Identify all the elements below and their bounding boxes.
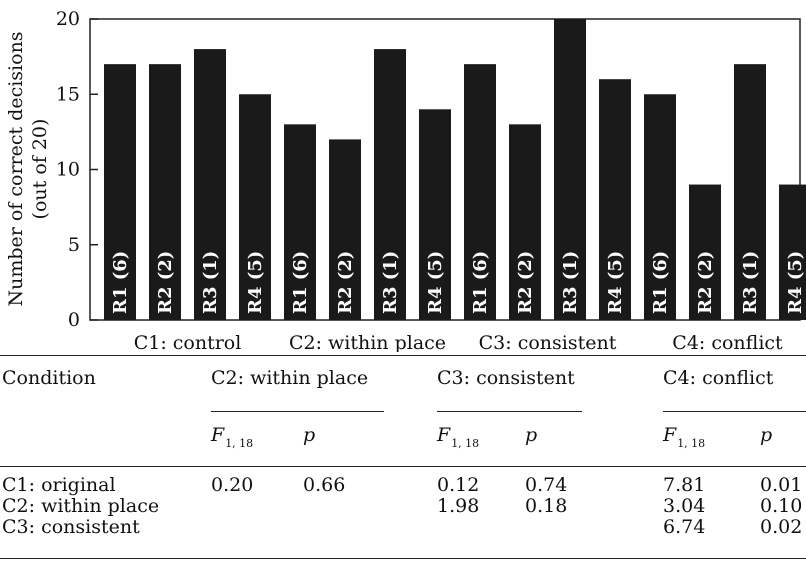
bar-label: R1 (6) bbox=[470, 251, 491, 314]
table-bottom-rule bbox=[0, 558, 806, 559]
y-axis-label-line1: Number of correct decisions bbox=[5, 31, 27, 306]
bar: R1 (6) bbox=[464, 64, 496, 321]
group-label: C1: control bbox=[134, 332, 242, 352]
c4-f-value: 7.81 bbox=[663, 474, 706, 496]
c4-p-value: 0.01 bbox=[760, 474, 803, 496]
bar: R4 (5) bbox=[419, 109, 451, 320]
bar-chart: Number of correct decisions (out of 20) … bbox=[5, 8, 806, 352]
c2-p-value: 0.66 bbox=[303, 474, 346, 496]
group-rule-c4 bbox=[663, 411, 806, 412]
bar-label: R3 (1) bbox=[740, 251, 761, 314]
bar: R2 (2) bbox=[689, 184, 721, 320]
y-tick-label: 15 bbox=[56, 83, 80, 105]
bar: R2 (2) bbox=[329, 139, 361, 320]
bars: R1 (6) R2 (2) R3 (1) R4 (5) R1 (6) R2 (2) R3 (… bbox=[104, 19, 806, 321]
bar-label: R2 (2) bbox=[335, 251, 356, 314]
c4-f-value: 6.74 bbox=[663, 516, 706, 538]
c3-p-value: 0.74 bbox=[525, 474, 568, 496]
row-label: C2: within place bbox=[2, 495, 160, 517]
y-tick-label: 20 bbox=[56, 8, 80, 30]
bar-label: R1 (6) bbox=[110, 251, 131, 314]
bar: R4 (5) bbox=[779, 184, 806, 320]
bar-label: R3 (1) bbox=[380, 251, 401, 314]
bar-label: R4 (5) bbox=[245, 251, 266, 314]
bar-label: R4 (5) bbox=[785, 251, 806, 314]
bar: R4 (5) bbox=[239, 94, 271, 320]
bar-rect bbox=[419, 109, 451, 320]
bar-label: R1 (6) bbox=[290, 251, 311, 314]
group-rule-c2 bbox=[211, 411, 384, 412]
bar-rect bbox=[599, 79, 631, 320]
bar-rect bbox=[239, 94, 271, 320]
c4-p-value: 0.02 bbox=[760, 516, 803, 538]
y-axis-label: Number of correct decisions (out of 20) bbox=[5, 31, 51, 306]
bar-rect bbox=[779, 184, 806, 320]
bar-label: R3 (1) bbox=[560, 251, 581, 314]
y-tick-label: 5 bbox=[68, 234, 80, 256]
bar-rect bbox=[194, 49, 226, 320]
f-header-c4: F1, 18 bbox=[663, 424, 706, 450]
c3-f-value: 1.98 bbox=[437, 495, 480, 517]
bar: R2 (2) bbox=[149, 64, 181, 321]
c2-f-value: 0.20 bbox=[211, 474, 254, 496]
group-header-c2: C2: within place bbox=[211, 367, 369, 389]
row-label: C3: consistent bbox=[2, 516, 140, 538]
y-axis-label-line2: (out of 20) bbox=[29, 119, 51, 220]
bar-rect bbox=[149, 64, 181, 321]
table-header-rule bbox=[0, 466, 806, 467]
bar-rect bbox=[464, 64, 496, 321]
bar: R3 (1) bbox=[374, 49, 406, 320]
bar-rect bbox=[104, 64, 136, 321]
bar: R2 (2) bbox=[509, 124, 541, 320]
group-label: C3: consistent bbox=[479, 332, 617, 352]
y-tick-label: 10 bbox=[56, 159, 80, 181]
bar-rect bbox=[734, 64, 766, 321]
bar: R1 (6) bbox=[104, 64, 136, 321]
bar-rect bbox=[509, 124, 541, 320]
f-header-c2: F1, 18 bbox=[211, 424, 254, 450]
y-axis-ticks: 0 5 10 15 20 bbox=[56, 8, 98, 331]
bar-rect bbox=[554, 19, 586, 320]
bar-rect bbox=[644, 94, 676, 320]
bar: R4 (5) bbox=[599, 79, 631, 320]
bar-label: R4 (5) bbox=[605, 251, 626, 314]
bar-label: R1 (6) bbox=[650, 251, 671, 314]
bar: R3 (1) bbox=[554, 19, 586, 320]
bar-rect bbox=[374, 49, 406, 320]
group-header-c4: C4: conflict bbox=[663, 367, 774, 389]
bar-rect bbox=[689, 184, 721, 320]
group-rule-c3 bbox=[437, 411, 582, 412]
c3-f-value: 0.12 bbox=[437, 474, 480, 496]
group-label: C4: conflict bbox=[672, 332, 783, 352]
bar: R1 (6) bbox=[284, 124, 316, 320]
p-header-c3: p bbox=[525, 424, 538, 446]
group-label: C2: within place bbox=[289, 332, 446, 352]
bar: R1 (6) bbox=[644, 94, 676, 320]
bar-label: R4 (5) bbox=[425, 251, 446, 314]
group-header-c3: C3: consistent bbox=[437, 367, 575, 389]
x-axis-group-labels: C1: control C2: within place C3: consisten… bbox=[134, 332, 783, 352]
bar-label: R2 (2) bbox=[155, 251, 176, 314]
f-header-c3: F1, 18 bbox=[437, 424, 480, 450]
p-header-c4: p bbox=[760, 424, 773, 446]
stats-table: Condition C2: within place C3: consisten… bbox=[0, 352, 806, 561]
c3-p-value: 0.18 bbox=[525, 495, 568, 517]
p-header-c2: p bbox=[303, 424, 316, 446]
condition-header: Condition bbox=[2, 367, 96, 389]
bar: R3 (1) bbox=[734, 64, 766, 321]
c4-p-value: 0.10 bbox=[760, 495, 803, 517]
y-tick-label: 0 bbox=[68, 309, 80, 331]
bar-rect bbox=[284, 124, 316, 320]
bar-label: R2 (2) bbox=[695, 251, 716, 314]
bar-label: R3 (1) bbox=[200, 251, 221, 314]
row-label: C1: original bbox=[2, 474, 116, 496]
c4-f-value: 3.04 bbox=[663, 495, 706, 517]
table-top-rule bbox=[0, 355, 806, 356]
bar: R3 (1) bbox=[194, 49, 226, 320]
bar-rect bbox=[329, 139, 361, 320]
bar-label: R2 (2) bbox=[515, 251, 536, 314]
